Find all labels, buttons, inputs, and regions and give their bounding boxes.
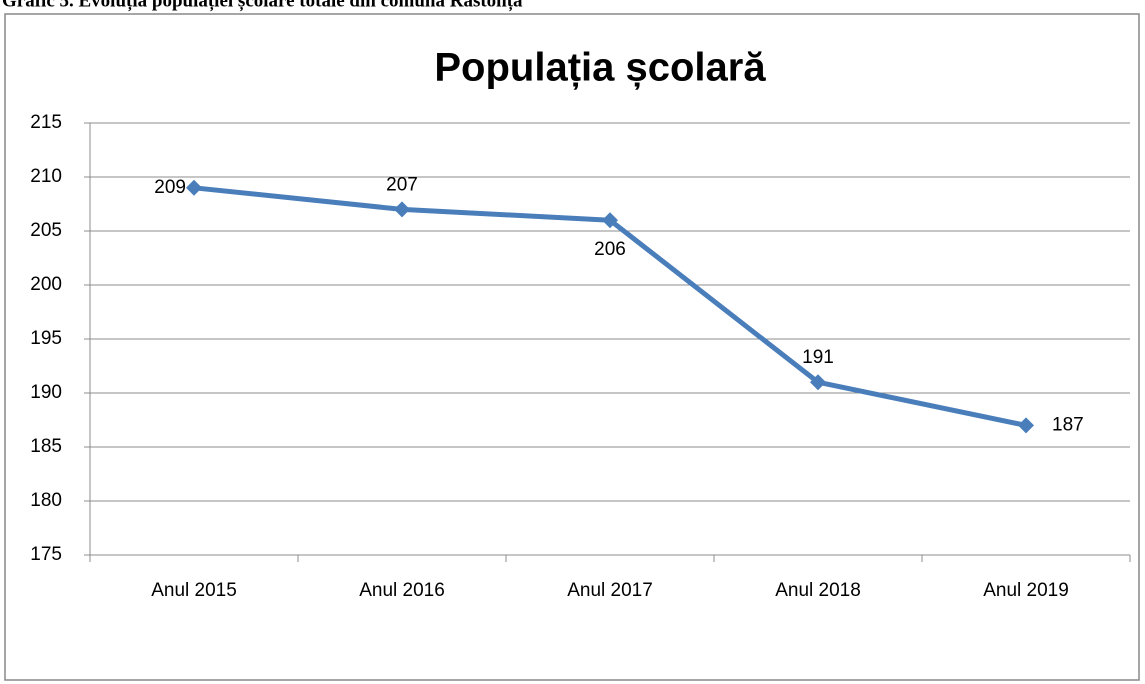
x-tick-label: Anul 2016 — [359, 580, 445, 601]
data-label: 206 — [594, 239, 626, 260]
x-tick-label: Anul 2019 — [983, 580, 1069, 601]
y-tick-label: 190 — [30, 382, 62, 403]
y-tick-label: 215 — [30, 112, 62, 133]
marker — [186, 179, 202, 196]
data-label: 191 — [802, 347, 834, 368]
y-tick-label: 210 — [30, 166, 62, 187]
x-tick-label: Anul 2015 — [151, 580, 237, 601]
y-tick-label: 180 — [30, 490, 62, 511]
marker — [602, 212, 618, 229]
data-label: 207 — [386, 174, 418, 195]
chart-title: Populația școlară — [434, 46, 766, 90]
caption: Grafic 5. Evoluția populației școlare to… — [2, 0, 523, 11]
y-tick-label: 195 — [30, 328, 62, 349]
data-label: 187 — [1052, 414, 1084, 435]
marker — [1018, 417, 1034, 434]
x-tick-label: Anul 2017 — [567, 580, 653, 601]
data-label: 209 — [154, 177, 186, 198]
chart-frame — [4, 13, 1140, 681]
marker — [810, 374, 826, 391]
y-tick-label: 205 — [30, 220, 62, 241]
y-tick-label: 200 — [30, 274, 62, 295]
y-tick-label: 175 — [30, 544, 62, 565]
y-tick-label: 185 — [30, 436, 62, 457]
x-tick-label: Anul 2018 — [775, 580, 861, 601]
marker — [394, 201, 410, 218]
